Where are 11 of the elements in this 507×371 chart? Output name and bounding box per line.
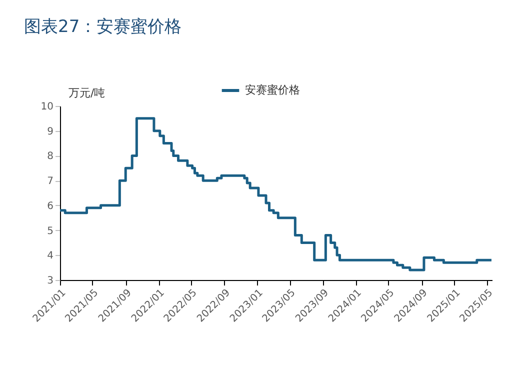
y-tick-label: 3 — [47, 276, 54, 286]
chart-title: 图表27：安赛蜜价格 — [24, 17, 182, 37]
legend-label: 安赛蜜价格 — [245, 84, 300, 96]
y-tick-label: 10 — [40, 102, 54, 112]
y-axis-title: 万元/吨 — [68, 86, 106, 100]
y-tick-label: 4 — [47, 250, 54, 262]
y-tick-label: 8 — [47, 151, 54, 162]
y-tick-label: 9 — [47, 126, 54, 138]
y-tick-label: 5 — [47, 226, 54, 237]
y-tick-label: 6 — [47, 200, 54, 212]
y-tick-label: 7 — [47, 176, 54, 188]
